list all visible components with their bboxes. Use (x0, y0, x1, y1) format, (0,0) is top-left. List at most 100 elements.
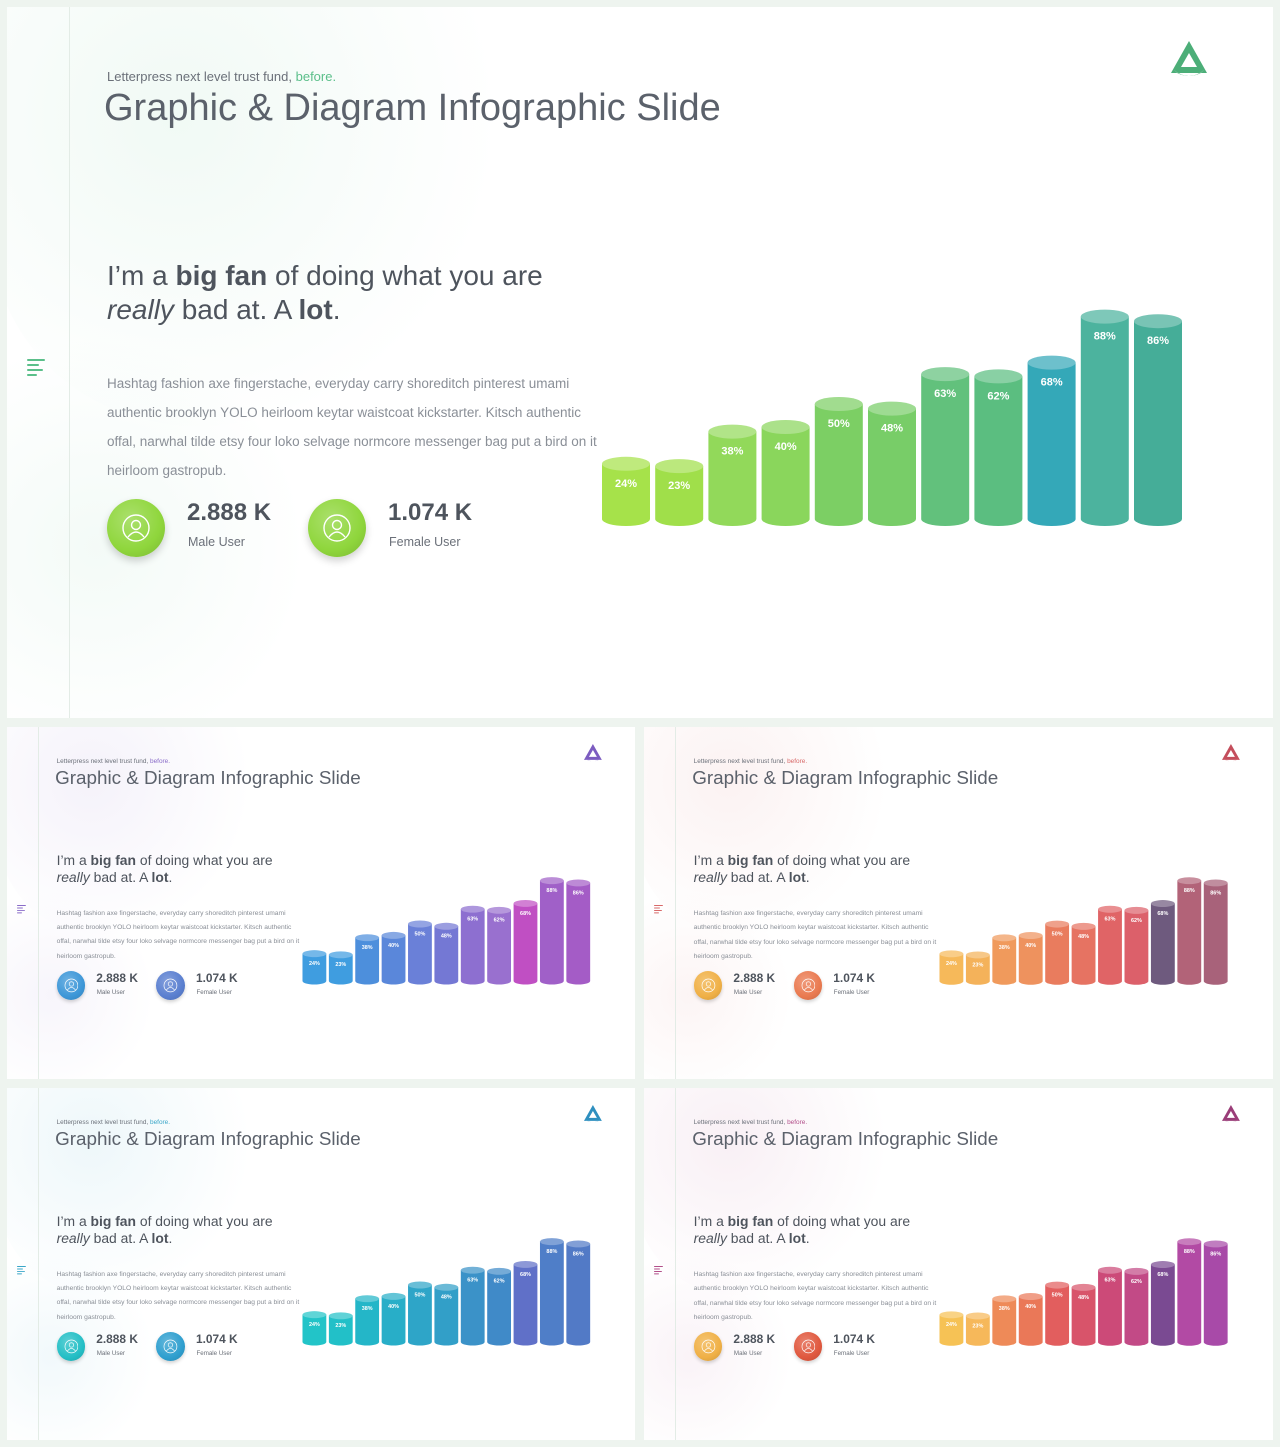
stat-female-user: 1.074 K Female User (793, 971, 893, 1006)
bar-body (1134, 321, 1182, 526)
chart-bar: 62% (486, 1267, 511, 1346)
bar-body (1177, 1241, 1202, 1346)
bar-top-cap (1203, 1240, 1228, 1248)
slide-blue-purple: Letterpress next level trust fund, befor… (7, 727, 635, 1079)
bar-body (381, 935, 406, 985)
chart-bar: 68% (1151, 1261, 1175, 1346)
bar-top-cap (868, 401, 916, 416)
guide-line (674, 1088, 676, 1440)
background-shape (644, 856, 828, 1079)
body-paragraph: Hashtag fashion axe fingerstache, everyd… (56, 1270, 300, 1321)
headline-bold: big fan (90, 852, 137, 868)
bar-value-label: 23% (335, 1323, 346, 1329)
bar-top-cap (1027, 355, 1076, 370)
bar-top-cap (434, 922, 458, 930)
bar-body (539, 880, 564, 985)
bar-body (868, 408, 916, 526)
user-icon (163, 1339, 178, 1354)
stat-label: Male User (96, 1349, 125, 1357)
bar-top-cap (1134, 314, 1182, 329)
slide-title: Graphic & Diagram Infographic Slide (55, 766, 361, 788)
body-paragraph: Hashtag fashion axe fingerstache, everyd… (56, 909, 300, 960)
slide-subtitle: Letterpress next level trust fund, befor… (57, 758, 170, 765)
stat-male-user: 2.888 K Male User (693, 971, 793, 1006)
headline-bold: lot (788, 1230, 806, 1247)
bar-chart-svg: 24% 23% 38% 40% 50% 48% 63% 62% 68% 88% 86% (939, 877, 1228, 985)
bar-body (566, 882, 590, 985)
bar-top-cap (1177, 877, 1202, 885)
chart-bar: 50% (1045, 1281, 1070, 1346)
bar-chart-svg: 24% 23% 38% 40% 50% 48% 63% 62% 68% 88% 86% (302, 1238, 590, 1346)
bar-body (407, 923, 432, 985)
chart-bar: 40% (1018, 932, 1043, 985)
bar-top-cap (1018, 932, 1043, 940)
background-shape (644, 1217, 828, 1440)
headline-text: of doing what you are (267, 260, 543, 291)
user-icon (121, 513, 151, 543)
bar-value-label: 88% (1094, 331, 1116, 343)
headline: I’m a big fan of doing what you are reall… (694, 852, 952, 886)
chart-bar: 48% (1071, 923, 1096, 985)
bar-body (1151, 903, 1175, 985)
bar-body (1098, 909, 1123, 985)
bar-body (354, 937, 379, 985)
stat-value: 1.074 K (833, 971, 875, 986)
bar-value-label: 68% (1158, 911, 1169, 917)
bar-top-cap (539, 1238, 564, 1246)
stat-label: Male User (733, 1350, 763, 1358)
chart-bar: 24% (302, 1311, 326, 1346)
chart-bar: 63% (1098, 905, 1123, 985)
headline-italic: really (693, 869, 727, 886)
bar-body (328, 1315, 353, 1346)
chart-bar: 68% (513, 899, 538, 985)
bar-value-label: 88% (1184, 888, 1195, 894)
stat-male-user: 2.888 K Male User (56, 1332, 156, 1367)
stat-label: Male User (188, 535, 245, 549)
bar-value-label: 40% (1025, 943, 1036, 949)
chart-bar: 24% (939, 1311, 964, 1346)
headline-bold: lot (298, 294, 333, 326)
chart-bar: 40% (381, 1292, 406, 1346)
stat-value: 2.888 K (96, 971, 138, 986)
bar-value-label: 48% (441, 934, 452, 940)
bar-value-label: 63% (934, 388, 956, 400)
bar-value-label: 50% (828, 418, 850, 430)
headline-italic: really (107, 294, 174, 326)
chart-bar: 38% (354, 934, 379, 985)
stat-value: 2.888 K (96, 1332, 138, 1347)
bar-top-cap (407, 1281, 432, 1289)
user-avatar-circle (107, 499, 165, 557)
headline-text: of doing what you are (773, 1213, 911, 1230)
chart-bar: 68% (1027, 355, 1076, 526)
chart-bar: 86% (1203, 1240, 1228, 1346)
bar-body (602, 463, 650, 526)
bar-top-cap (566, 879, 590, 887)
chart-bar: 88% (1177, 1238, 1202, 1346)
bar-value-label: 88% (1184, 1249, 1195, 1255)
headline: I’m a big fan of doing what you are reall… (57, 852, 315, 886)
slide-title: Graphic & Diagram Infographic Slide (692, 1127, 999, 1149)
bar-top-cap (966, 951, 990, 959)
bar-top-cap (708, 424, 757, 439)
bar-value-label: 48% (881, 423, 903, 435)
stat-female-user: 1.074 K Female User (156, 1332, 255, 1367)
stat-value: 2.888 K (187, 499, 272, 526)
headline-italic: really (56, 1229, 90, 1246)
bar-body (460, 1270, 485, 1346)
bar-value-label: 88% (546, 888, 557, 894)
headline-text: bad at. A (726, 1230, 789, 1247)
bar-body (434, 1287, 458, 1346)
bar-body (513, 1264, 538, 1346)
bar-body (708, 431, 757, 526)
bar-body (814, 404, 863, 526)
headline-text: . (168, 868, 173, 885)
chart-bar: 62% (1124, 1268, 1149, 1346)
chart-bar: 23% (655, 459, 704, 526)
bar-top-cap (354, 1295, 379, 1303)
chart-bar: 38% (992, 1295, 1017, 1346)
bar-value-label: 50% (1052, 932, 1063, 938)
bar-value-label: 40% (1025, 1304, 1036, 1310)
bar-body (1018, 935, 1043, 985)
bar-body (381, 1296, 406, 1346)
bar-top-cap (939, 950, 964, 958)
